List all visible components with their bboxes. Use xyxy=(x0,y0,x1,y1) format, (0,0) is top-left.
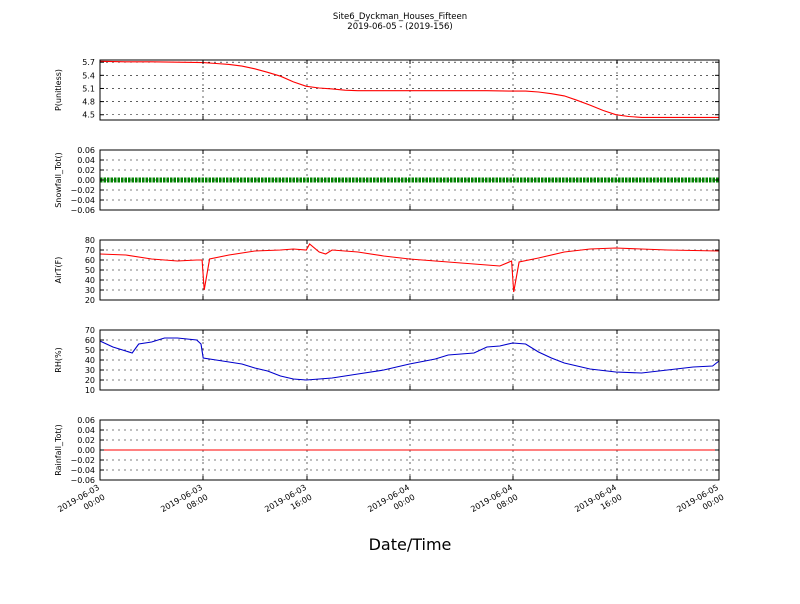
y-tick-label: 30 xyxy=(85,286,95,295)
y-tick-label: 0.00 xyxy=(77,176,95,185)
x-tick-label: 2019-06-0500:00 xyxy=(675,483,725,524)
y-tick-label: 4.8 xyxy=(82,98,95,107)
x-tick-label: 2019-06-0308:00 xyxy=(159,483,209,524)
y-tick-label: −0.04 xyxy=(70,466,95,475)
x-axis-label: Date/Time xyxy=(369,535,452,554)
y-tick-label: 70 xyxy=(85,246,95,255)
y-tick-label: 40 xyxy=(85,276,95,285)
series-line-4 xyxy=(99,337,720,381)
chart-subtitle: 2019-06-05 - (2019-156) xyxy=(347,22,452,32)
y-tick-label: −0.02 xyxy=(70,186,95,195)
x-tick-label: 2019-06-0408:00 xyxy=(469,483,519,524)
y-tick-label: 0.02 xyxy=(77,436,95,445)
y-axis-label: P(unitless) xyxy=(54,69,63,111)
x-tick-label: 2019-06-0316:00 xyxy=(263,483,313,524)
y-tick-label: 40 xyxy=(85,356,95,365)
y-tick-label: 0.06 xyxy=(77,416,95,425)
y-tick-label: −0.06 xyxy=(70,476,95,485)
panels-group: 4.54.85.15.45.7P(unitless)0.060.040.020.… xyxy=(54,58,720,485)
y-tick-label: 0.04 xyxy=(77,156,95,165)
x-tick-label: 2019-06-0416:00 xyxy=(573,483,623,524)
y-tick-label: −0.06 xyxy=(70,206,95,215)
y-tick-label: 60 xyxy=(85,256,95,265)
y-tick-label: 60 xyxy=(85,336,95,345)
y-tick-label: 50 xyxy=(85,346,95,355)
series-line-1 xyxy=(99,60,719,118)
y-tick-label: 0.04 xyxy=(77,426,95,435)
y-tick-label: 50 xyxy=(85,266,95,275)
y-tick-label: 80 xyxy=(85,236,95,245)
y-axis-label: RH(%) xyxy=(54,347,63,372)
x-tick-label: 2019-06-0300:00 xyxy=(56,483,106,524)
y-tick-label: 5.7 xyxy=(82,58,95,67)
y-tick-label: −0.04 xyxy=(70,196,95,205)
panel-frame xyxy=(99,59,720,121)
panel-1: 4.5 4.8 5.1 5.4 5.7 P(unitless) xyxy=(54,58,720,121)
series-line-3 xyxy=(99,243,720,293)
y-tick-label: 20 xyxy=(85,296,95,305)
y-tick-label: 20 xyxy=(85,376,95,385)
y-tick-label: 0.00 xyxy=(77,446,95,455)
y-tick-label: −0.02 xyxy=(70,456,95,465)
x-axis: 2019-06-0300:00 2019-06-0308:00 2019-06-03… xyxy=(56,483,725,524)
x-tick-label: 2019-06-0400:00 xyxy=(366,483,416,524)
y-tick-label: 30 xyxy=(85,366,95,375)
y-tick-label: 4.5 xyxy=(82,111,95,120)
y-axis-label: AirT(F) xyxy=(54,257,63,284)
y-tick-label: 0.06 xyxy=(77,146,95,155)
chart-title: Site6_Dyckman_Houses_Fifteen xyxy=(333,12,467,22)
panel-2: 0.060.040.020.00−0.02−0.04−0.06 Snowfall_… xyxy=(54,146,720,215)
y-tick-label: 5.1 xyxy=(82,84,95,93)
y-tick-label: 70 xyxy=(85,326,95,335)
panel-5: 0.060.040.020.00−0.02−0.04−0.06 Rainfall_… xyxy=(54,416,720,485)
panel-frame xyxy=(99,239,720,301)
y-tick-label: 0.02 xyxy=(77,166,95,175)
y-tick-label: 5.4 xyxy=(82,71,95,80)
y-axis-label: Rainfall_Tot() xyxy=(54,424,63,476)
y-tick-label: 10 xyxy=(85,386,95,395)
panel-frame xyxy=(99,329,720,391)
y-axis-label: Snowfall_Tot() xyxy=(54,152,63,208)
